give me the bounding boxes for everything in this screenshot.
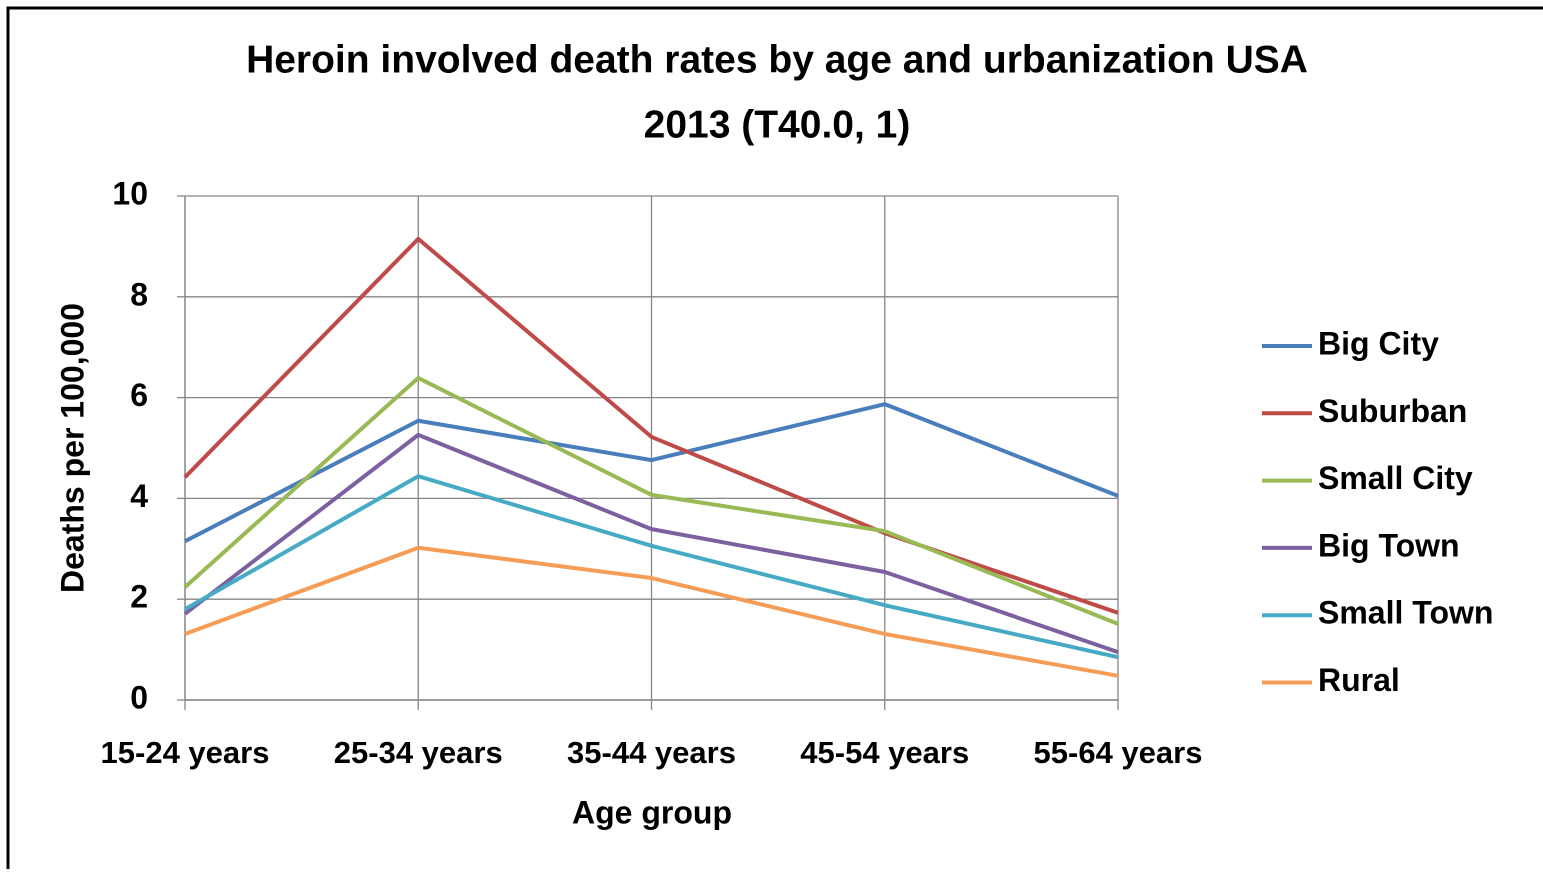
chart-frame [6, 6, 1543, 874]
y-tick-label: 0 [130, 679, 148, 715]
legend-label: Suburban [1318, 393, 1467, 429]
series-line [183, 375, 1119, 626]
legend-label: Rural [1318, 662, 1400, 698]
x-tick-label: 25-34 years [334, 735, 503, 770]
y-tick-label: 10 [112, 175, 148, 211]
y-tick-label: 4 [130, 478, 148, 514]
y-tick-label: 6 [130, 377, 148, 413]
x-tick-label: 15-24 years [101, 735, 270, 770]
legend-label: Big Town [1318, 527, 1460, 563]
series-line [183, 236, 1119, 615]
series-line [184, 474, 1119, 660]
y-tick-label: 8 [130, 276, 148, 312]
series-line [183, 432, 1119, 655]
y-axis-title: Deaths per 100,000 [54, 303, 90, 593]
chart-title: Heroin involved death rates by age and u… [246, 38, 1308, 81]
series-line [184, 402, 1119, 544]
x-tick-label: 45-54 years [800, 735, 969, 770]
y-tick-label: 2 [130, 579, 148, 615]
legend-label: Small City [1318, 460, 1473, 496]
series-line [184, 545, 1119, 678]
chart-title: 2013 (T40.0, 1) [644, 103, 911, 146]
x-axis-title: Age group [572, 794, 732, 830]
x-tick-label: 55-64 years [1034, 735, 1203, 770]
legend-label: Big City [1318, 325, 1439, 361]
x-tick-label: 35-44 years [567, 735, 736, 770]
legend-label: Small Town [1318, 595, 1493, 631]
